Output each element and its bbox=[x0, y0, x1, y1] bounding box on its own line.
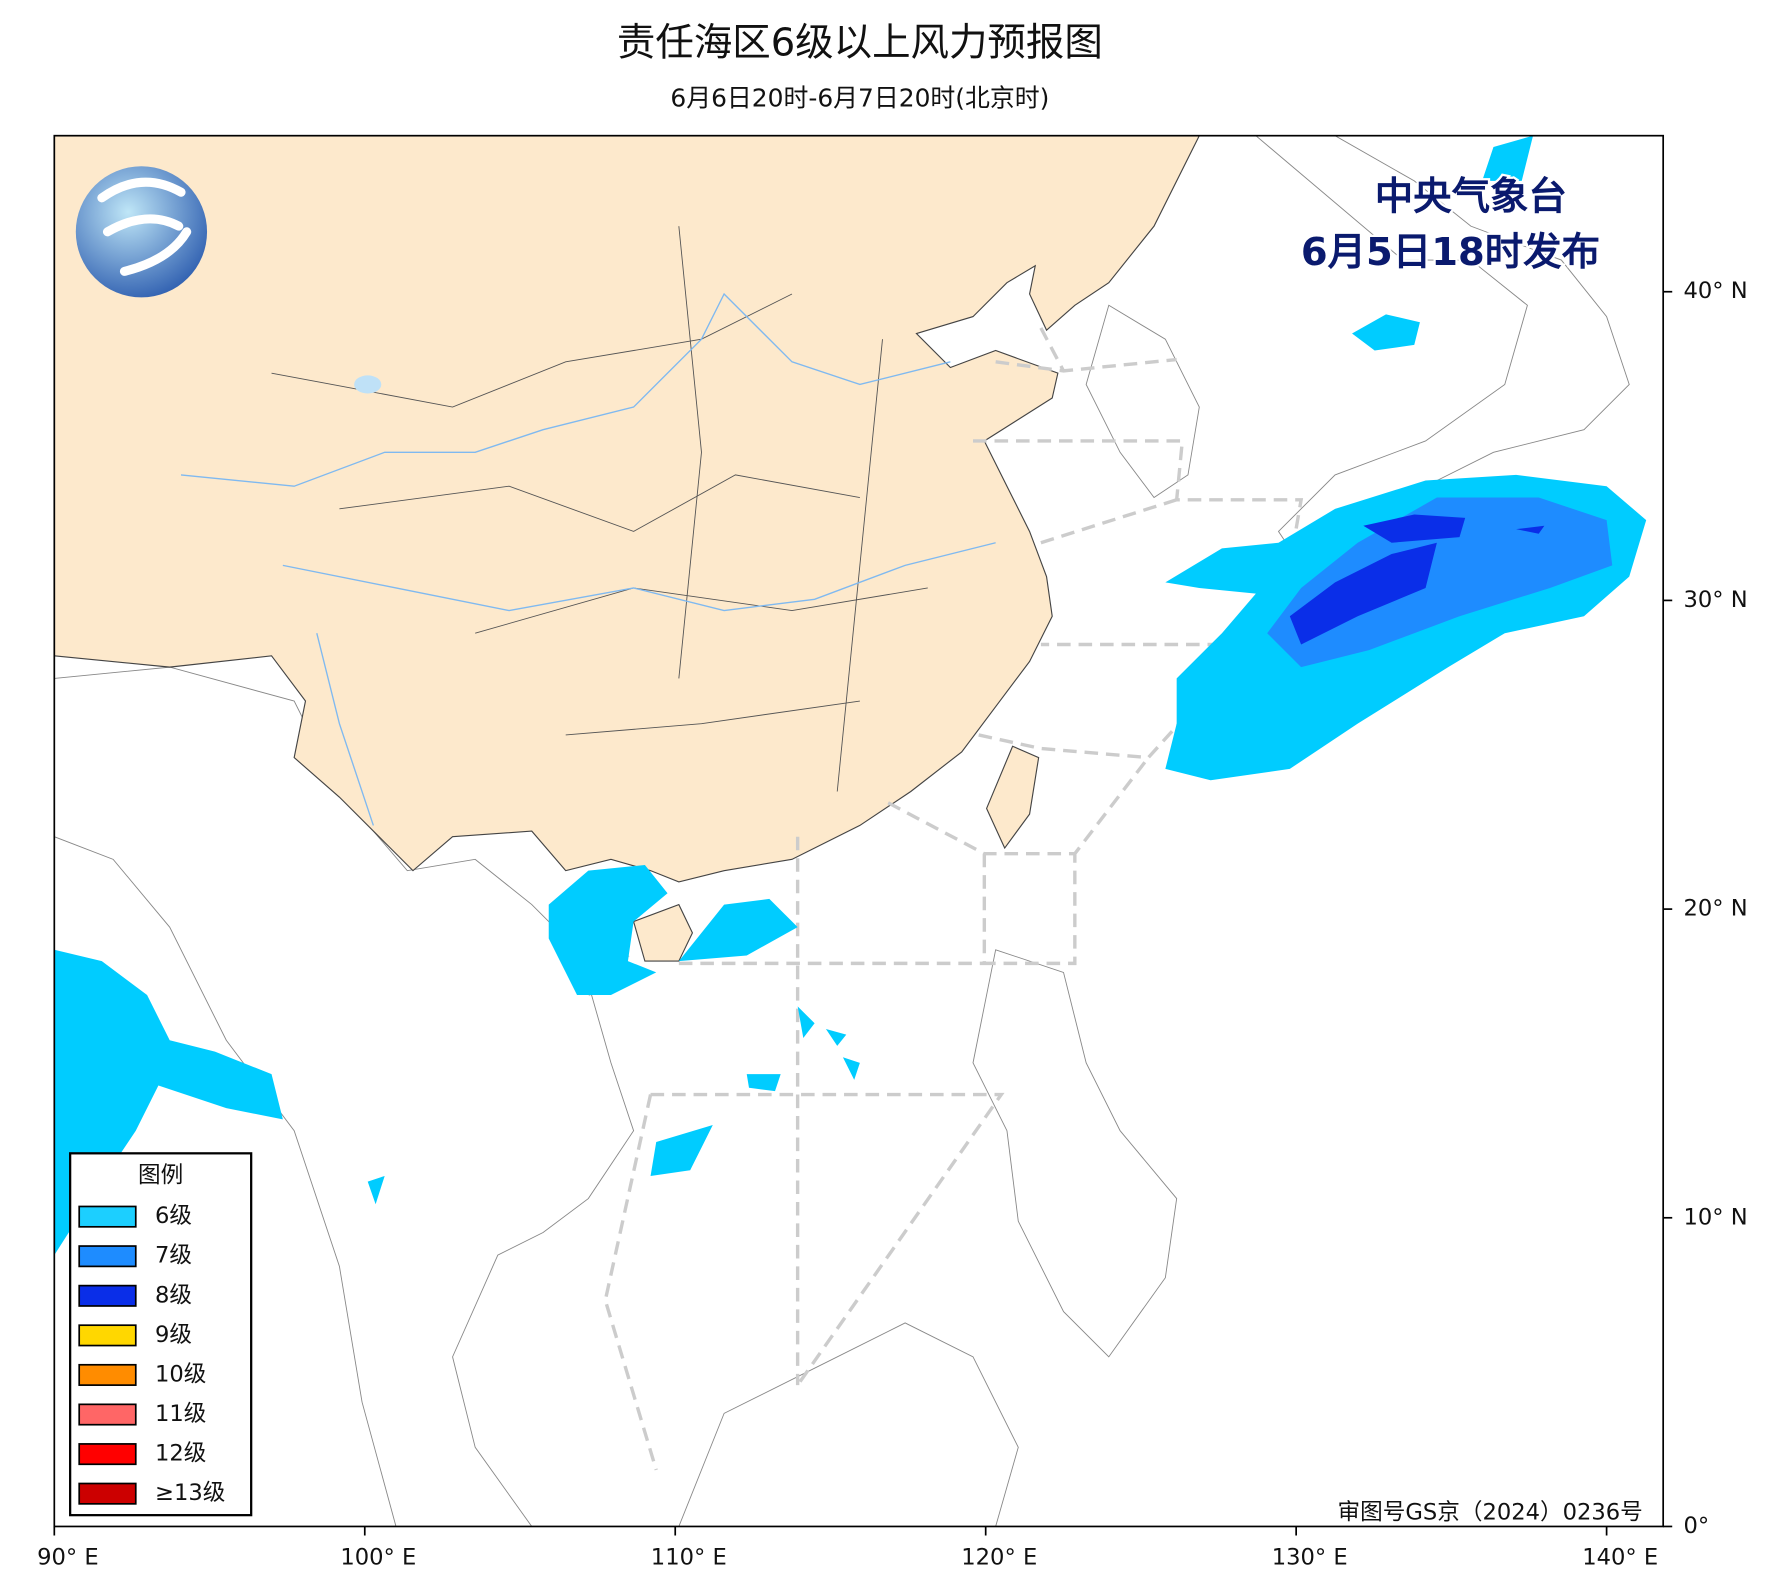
taiwan-island bbox=[985, 745, 1040, 850]
borneo-land bbox=[678, 1322, 1019, 1527]
legend-label: 7级 bbox=[155, 1243, 192, 1269]
legend-label: 9级 bbox=[155, 1322, 192, 1348]
legend-swatch bbox=[78, 1245, 137, 1268]
wind-area-7 bbox=[1267, 497, 1613, 668]
lat-tick-label: 40° N bbox=[1684, 278, 1748, 304]
legend-swatch bbox=[78, 1324, 137, 1347]
china-land bbox=[54, 135, 1200, 883]
legend-label: 6级 bbox=[155, 1203, 192, 1229]
legend-label: ≥13级 bbox=[155, 1480, 225, 1506]
issuer: 中央气象台 bbox=[1375, 175, 1567, 220]
legend-swatch bbox=[78, 1205, 137, 1228]
wind-area-8 bbox=[1289, 514, 1545, 645]
legend-swatch bbox=[78, 1284, 137, 1307]
title: 责任海区6级以上风力预报图 bbox=[617, 21, 1103, 66]
map-frame bbox=[53, 134, 1665, 1528]
korea-land bbox=[1085, 304, 1200, 499]
wind-area-6-south bbox=[54, 949, 860, 1256]
southeast-asia-land bbox=[54, 666, 635, 1527]
logo bbox=[75, 166, 208, 298]
lat-tick-label: 10° N bbox=[1684, 1204, 1748, 1230]
legend-title: 图例 bbox=[138, 1162, 183, 1188]
lon-tick-label: 90° E bbox=[37, 1545, 99, 1571]
legend-label: 12级 bbox=[155, 1441, 206, 1467]
subtitle: 6月6日20时-6月7日20时(北京时) bbox=[670, 84, 1049, 113]
axes: 90° E 100° E 110° E 120° E 130° E 140° E 0° 10°… bbox=[37, 278, 1748, 1570]
lon-tick-label: 130° E bbox=[1272, 1545, 1348, 1571]
lon-tick-label: 110° E bbox=[651, 1545, 727, 1571]
lon-tick-label: 140° E bbox=[1582, 1545, 1658, 1571]
legend: 图例 6级 7级 8级 9级 10级 11级 12级 ≥13级 bbox=[69, 1152, 253, 1517]
approval-number: 审图号GS京（2024）0236号 bbox=[1337, 1499, 1642, 1525]
hainan-island bbox=[632, 903, 694, 962]
legend-swatch bbox=[78, 1443, 137, 1466]
lon-tick-label: 120° E bbox=[961, 1545, 1037, 1571]
lat-tick-label: 0° bbox=[1684, 1513, 1710, 1539]
wind-area-6-tonkin bbox=[548, 864, 798, 996]
philippines-land bbox=[972, 949, 1178, 1358]
issue-time: 6月5日18时发布 bbox=[1301, 230, 1600, 275]
legend-label: 8级 bbox=[155, 1282, 192, 1308]
legend-label: 11级 bbox=[155, 1401, 206, 1427]
map-body bbox=[54, 135, 1664, 1527]
lat-tick-label: 30° N bbox=[1684, 587, 1748, 613]
wind-area-6-north bbox=[1352, 135, 1534, 351]
legend-label: 10级 bbox=[155, 1361, 206, 1387]
lat-tick-label: 20° N bbox=[1684, 896, 1748, 922]
legend-swatch bbox=[78, 1403, 137, 1426]
legend-swatch bbox=[78, 1482, 137, 1505]
lon-tick-label: 100° E bbox=[340, 1545, 416, 1571]
legend-swatch bbox=[78, 1363, 137, 1386]
